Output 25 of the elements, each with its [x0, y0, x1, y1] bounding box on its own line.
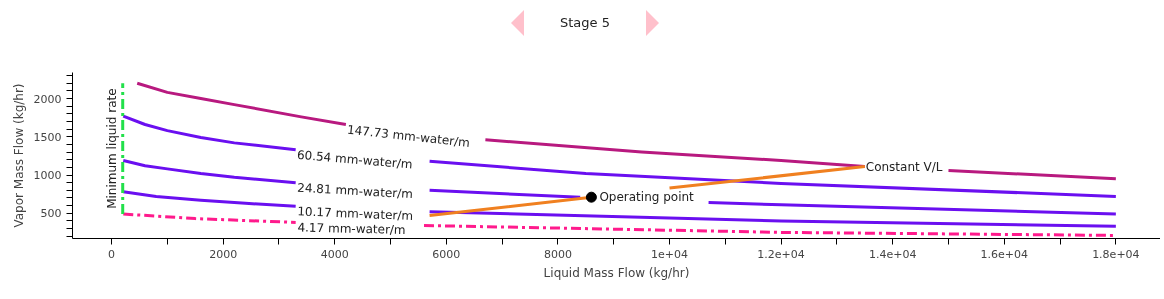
y-tick-label: 1000 [33, 169, 62, 183]
y-axis-title: Vapor Mass Flow (kg/hr) [11, 83, 26, 228]
x-tick-label: 1e+04 [651, 247, 688, 261]
x-tick-label: 1.2e+04 [757, 247, 805, 261]
text: Minimum liquid rate [104, 88, 119, 209]
x-tick-label: 8000 [543, 247, 572, 261]
series-label: 10.17 mm-water/m [297, 204, 414, 223]
x-tick-label: 1.6e+04 [980, 247, 1029, 261]
text: 147.73 mm-water/m [346, 122, 471, 150]
y-tick-label: 2000 [33, 92, 62, 106]
series-label: Operating point [599, 190, 695, 205]
series-label: 24.81 mm-water/m [296, 180, 414, 202]
x-axis-title: Liquid Mass Flow (kg/hr) [543, 265, 690, 280]
x-tick-label: 1.4e+04 [868, 247, 917, 261]
series-label: 4.17 mm-water/m [297, 220, 406, 238]
x-tick-label: 1.8e+04 [1092, 247, 1140, 261]
y-tick-label: 1500 [33, 130, 62, 144]
x-tick-label: 6000 [432, 247, 461, 261]
y-tick-label: 500 [40, 207, 62, 221]
series-label: 60.54 mm-water/m [296, 147, 414, 172]
x-tick-label: 2000 [209, 247, 238, 261]
series-label: Constant V/L [865, 159, 943, 174]
chart-title: Stage 5 [560, 13, 610, 32]
x-tick-label: 0 [108, 247, 116, 261]
x-tick-label: 4000 [320, 247, 349, 261]
